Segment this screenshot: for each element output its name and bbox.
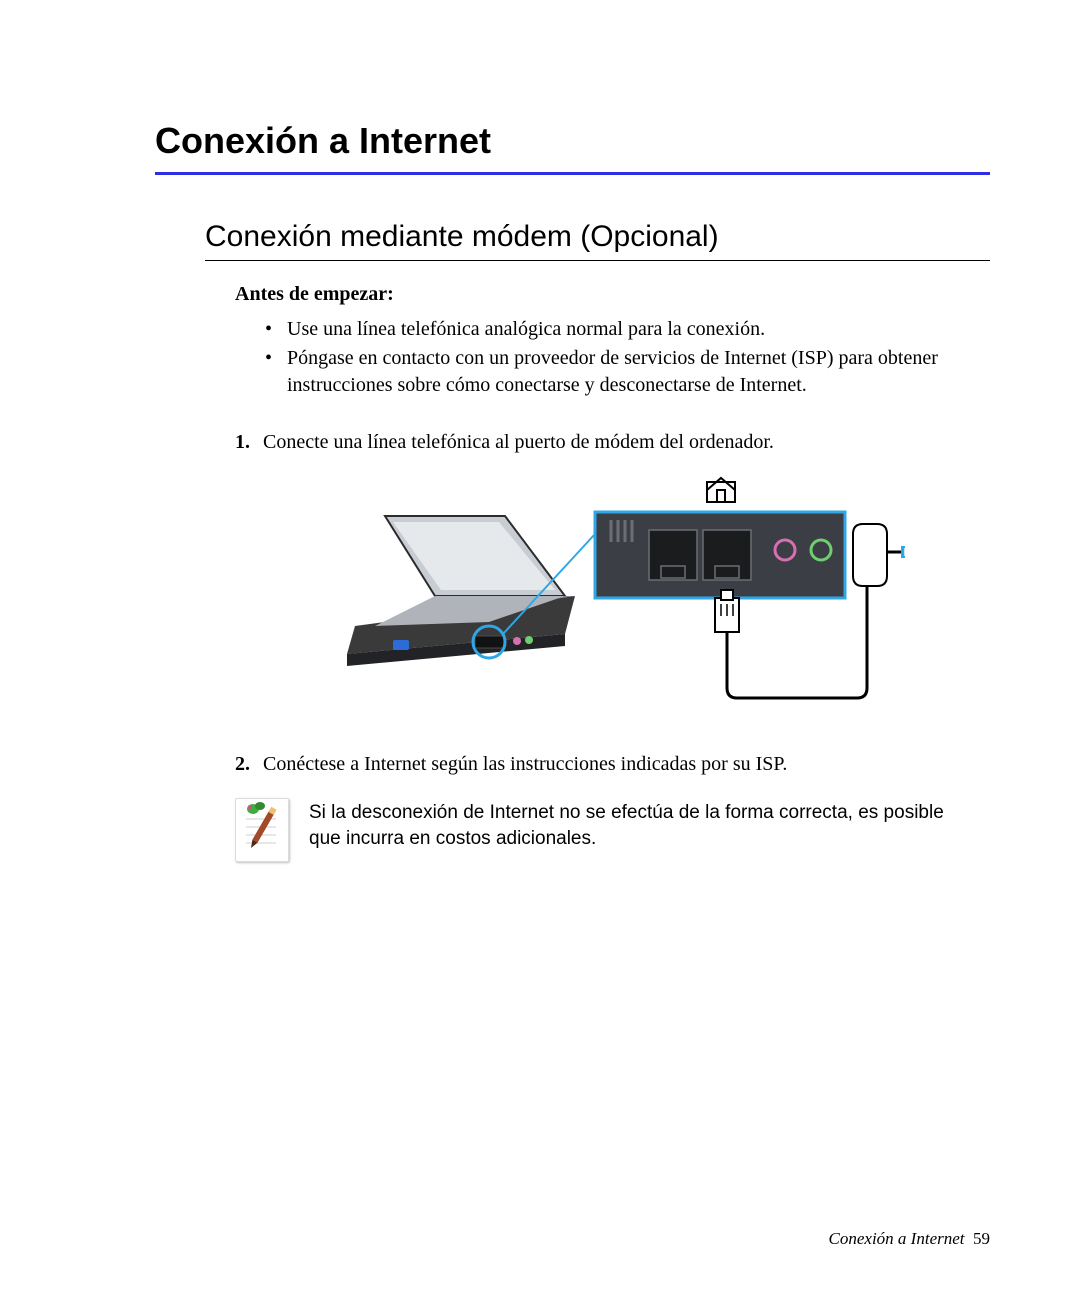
title-rule [155,172,990,175]
before-label: Antes de empezar: [235,283,990,306]
page-title: Conexión a Internet [155,120,990,162]
list-item: • Use una línea telefónica analógica nor… [265,316,990,343]
laptop-icon [347,516,575,666]
list-item: • Póngase en contacto con un proveedor d… [265,345,990,399]
list-item: 1. Conecte una línea telefónica al puert… [235,429,990,456]
footer-page-number: 59 [973,1229,990,1248]
numbered-list: 2. Conéctese a Internet según las instru… [235,751,990,778]
bullet-text: Use una línea telefónica analógica norma… [287,316,990,343]
section-subtitle: Conexión mediante módem (Opcional) [205,220,990,254]
list-item: 2. Conéctese a Internet según las instru… [235,751,990,778]
bullet-list: • Use una línea telefónica analógica nor… [265,316,990,399]
footer-section-label: Conexión a Internet [829,1229,965,1248]
numbered-list: 1. Conecte una línea telefónica al puert… [235,429,990,456]
bullet-text: Póngase en contacto con un proveedor de … [287,345,990,399]
wall-plug-icon [853,524,901,586]
bullet-marker-icon: • [265,345,287,399]
note-block: Si la desconexión de Internet no se efec… [235,798,990,862]
phone-cable [727,584,867,698]
note-icon [235,798,289,862]
step-text: Conéctese a Internet según las instrucci… [263,751,990,778]
step-text: Conecte una línea telefónica al puerto d… [263,429,990,456]
page-footer: Conexión a Internet 59 [829,1229,990,1249]
modem-port-icon [707,478,737,502]
step-number: 2. [235,751,263,778]
step-number: 1. [235,429,263,456]
headphone-jack-icon [811,540,831,560]
note-text: Si la desconexión de Internet no se efec… [309,798,990,851]
mic-jack-icon [775,540,795,560]
modem-port [703,530,751,580]
bullet-marker-icon: • [265,316,287,343]
subtitle-rule [205,260,990,261]
port-closeup-panel [595,512,845,598]
connection-diagram [265,476,990,711]
arrow-right-icon [901,540,905,564]
ethernet-port-icon [649,530,697,580]
